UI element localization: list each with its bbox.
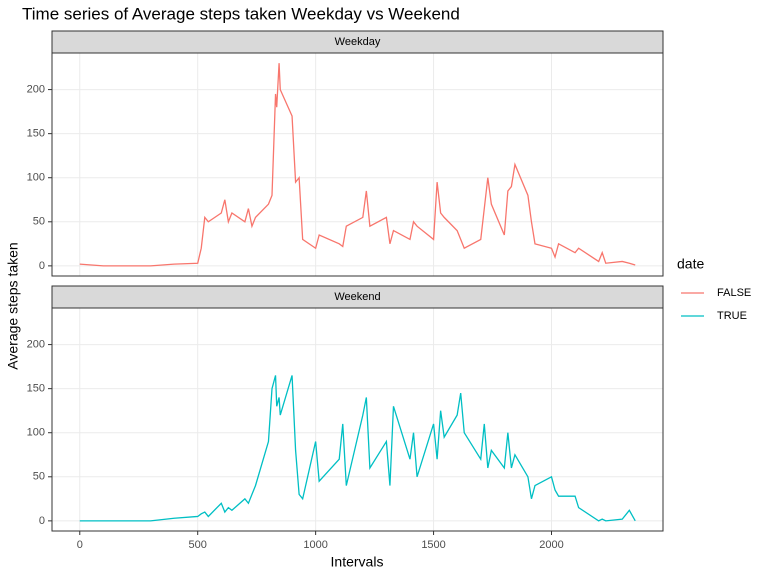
data-line bbox=[79, 63, 636, 267]
x-tick-label: 0 bbox=[77, 539, 83, 551]
chart-title: Time series of Average steps taken Weekd… bbox=[22, 4, 460, 23]
y-tick-label: 50 bbox=[33, 471, 45, 483]
y-tick-label: 50 bbox=[33, 216, 45, 228]
y-tick-label: 150 bbox=[27, 128, 45, 140]
x-tick-label: 1000 bbox=[303, 539, 327, 551]
legend-title: date bbox=[677, 256, 704, 272]
panel bbox=[52, 53, 663, 276]
legend-label: TRUE bbox=[717, 310, 747, 322]
strip-label: Weekend bbox=[334, 291, 380, 303]
y-axis-label: Average steps taken bbox=[5, 242, 21, 369]
panel-border bbox=[51, 307, 664, 532]
panel bbox=[52, 308, 663, 531]
y-tick-label: 0 bbox=[39, 515, 45, 527]
x-tick-label: 1500 bbox=[421, 539, 445, 551]
y-tick-label: 200 bbox=[27, 83, 45, 95]
legend-label: FALSE bbox=[717, 287, 751, 299]
y-tick-label: 150 bbox=[27, 383, 45, 395]
strip-label: Weekday bbox=[335, 36, 381, 48]
y-tick-label: 100 bbox=[27, 172, 45, 184]
y-tick-label: 200 bbox=[27, 338, 45, 350]
x-tick-label: 500 bbox=[189, 539, 207, 551]
x-axis-label: Intervals bbox=[331, 554, 384, 570]
panel-border bbox=[51, 52, 664, 277]
x-tick-label: 2000 bbox=[539, 539, 563, 551]
y-tick-label: 100 bbox=[27, 427, 45, 439]
y-tick-label: 0 bbox=[39, 260, 45, 272]
data-line bbox=[79, 375, 636, 522]
